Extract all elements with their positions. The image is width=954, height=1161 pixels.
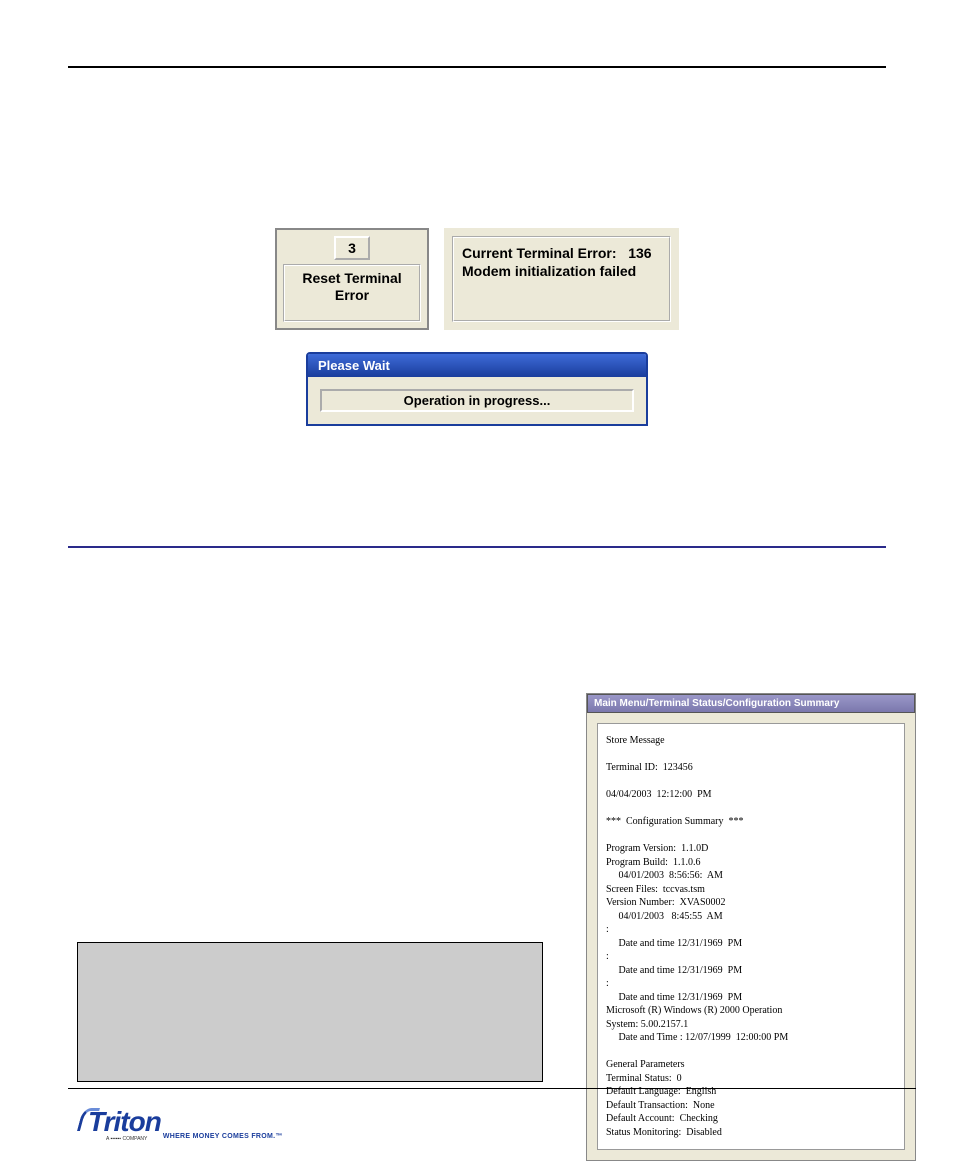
config-line: Default Transaction: None <box>606 1099 896 1113</box>
config-line: General Parameters <box>606 1058 896 1072</box>
config-body: Store Message Terminal ID: 123456 04/04/… <box>597 723 905 1150</box>
config-line: Microsoft (R) Windows (R) 2000 Operation <box>606 1004 896 1018</box>
key-3-button[interactable]: 3 <box>334 236 370 260</box>
config-line: 04/01/2003 8:56:56: AM <box>606 869 896 883</box>
config-line: Default Account: Checking <box>606 1112 896 1126</box>
error-code: 136 <box>628 245 651 261</box>
config-line: System: 5.00.2157.1 <box>606 1018 896 1032</box>
logo-text: Triton <box>88 1106 161 1137</box>
error-line-1: Current Terminal Error: 136 <box>462 244 661 262</box>
config-line: Date and time 12/31/1969 PM <box>606 937 896 951</box>
top-rule <box>68 40 886 68</box>
logo-tagline: WHERE MONEY COMES FROM.™ <box>163 1133 283 1142</box>
error-line-2: Modem initialization failed <box>462 262 661 280</box>
config-line: Date and time 12/31/1969 PM <box>606 964 896 978</box>
config-line: : <box>606 977 896 991</box>
config-line: Screen Files: tccvas.tsm <box>606 883 896 897</box>
reset-label-line2: Error <box>335 287 369 303</box>
reset-label-line1: Reset Terminal <box>302 270 401 286</box>
config-line: : <box>606 950 896 964</box>
config-line: *** Configuration Summary *** <box>606 815 896 829</box>
please-wait-body: Operation in progress... <box>308 377 646 424</box>
config-line: Program Build: 1.1.0.6 <box>606 856 896 870</box>
config-line: Store Message <box>606 734 896 748</box>
config-line: Terminal Status: 0 <box>606 1072 896 1086</box>
callout-box <box>77 942 543 1082</box>
config-line: : <box>606 923 896 937</box>
error-inner-frame: Current Terminal Error: 136 Modem initia… <box>452 236 671 322</box>
bottom-rule <box>68 1088 916 1089</box>
config-line: Status Monitoring: Disabled <box>606 1126 896 1140</box>
screenshot-row: 3 Reset Terminal Error Current Terminal … <box>68 228 886 330</box>
config-line <box>606 1045 896 1059</box>
config-window-title: Main Menu/Terminal Status/Configuration … <box>587 694 915 713</box>
config-line: Date and time 12/31/1969 PM <box>606 991 896 1005</box>
reset-frame: Reset Terminal Error <box>283 264 421 322</box>
config-line: 04/04/2003 12:12:00 PM <box>606 788 896 802</box>
error-label: Current Terminal Error: <box>462 245 617 261</box>
config-line: 04/01/2003 8:45:55 AM <box>606 910 896 924</box>
config-line: Terminal ID: 123456 <box>606 761 896 775</box>
config-summary-window: Main Menu/Terminal Status/Configuration … <box>586 693 916 1161</box>
current-error-panel: Current Terminal Error: 136 Modem initia… <box>444 228 679 330</box>
config-line <box>606 829 896 843</box>
reset-terminal-panel: 3 Reset Terminal Error <box>275 228 429 330</box>
section-divider <box>68 546 886 548</box>
config-line: Date and Time : 12/07/1999 12:00:00 PM <box>606 1031 896 1045</box>
triton-logo: Triton A ▪▪▪▪▪▪ COMPANY WHERE MONEY COME… <box>88 1106 283 1142</box>
please-wait-dialog: Please Wait Operation in progress... <box>306 352 648 426</box>
progress-message: Operation in progress... <box>320 389 634 412</box>
config-line: Program Version: 1.1.0D <box>606 842 896 856</box>
config-line <box>606 775 896 789</box>
config-line <box>606 748 896 762</box>
reset-label: Reset Terminal Error <box>302 270 401 304</box>
please-wait-title: Please Wait <box>308 354 646 377</box>
config-line <box>606 802 896 816</box>
config-line: Version Number: XVAS0002 <box>606 896 896 910</box>
